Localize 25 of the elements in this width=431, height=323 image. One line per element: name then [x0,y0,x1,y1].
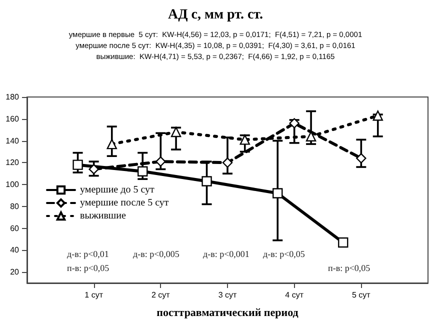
x-tick-label: 2 сут [151,290,170,300]
x-tick-label: 1 сут [84,290,104,300]
legend-label: умершие до 5 сут [80,184,156,196]
y-tick-label: 40 [10,246,20,255]
legend-label: выжившие [80,210,126,222]
x-tick-label: 5 сут [352,290,371,300]
y-tick-label: 140 [6,136,20,146]
y-tick-label: 80 [10,202,20,211]
y-tick-label: 180 [6,92,20,102]
legend-label: умершие после 5 сут [80,198,170,208]
annotation: д-в: p<0,001 [203,249,250,259]
annotation: п-в: p<0,05 [328,263,371,273]
y-tick-label: 60 [10,224,20,233]
y-tick-label: 20 [10,268,20,277]
x-axis-title: посттравматический период [156,307,299,319]
y-tick-label: 100 [6,180,20,190]
x-tick-label: 4 сут [285,290,304,300]
x-tick-label: 3 сут [218,290,237,300]
annotation: д-в: p<0,005 [133,249,180,259]
chart-title: АД с, мм рт. ст. [168,8,263,22]
annotation: д-в: p<0,01 [67,249,109,259]
annotation: д-в: p<0,05 [263,249,306,259]
y-tick-label: 120 [6,158,20,168]
annotation: п-в: p<0,05 [67,263,110,273]
y-tick-label: 160 [6,114,20,124]
